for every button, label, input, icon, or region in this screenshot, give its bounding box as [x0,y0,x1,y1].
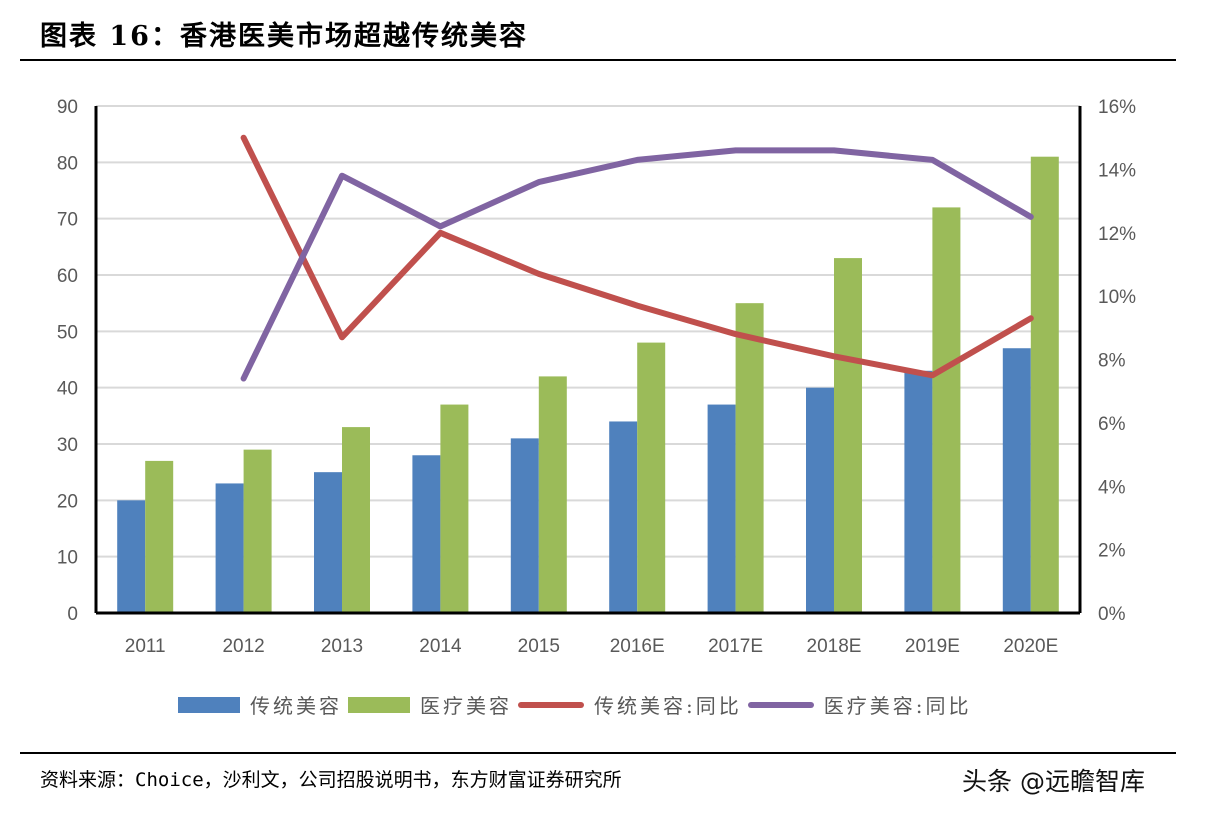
bar-traditional [215,483,244,613]
x-tick-label: 2012 [222,636,264,657]
legend-label-medical: 医疗美容 [420,694,512,718]
watermark: 头条 @远瞻智库 [962,767,1145,796]
legend-label-traditional: 传统美容 [250,694,342,718]
legend-swatch-medical-yoy [747,701,814,708]
y-left-tick-label: 10 [57,548,78,569]
x-tick-label: 2011 [125,636,166,657]
legend-item-medical-yoy: 医疗美容:同比 [747,690,972,719]
legend-label-medical-yoy: 医疗美容:同比 [823,694,972,718]
bottom-rule [20,752,1176,754]
figure-title: 图表 16：香港医美市场超越传统美容 [40,21,528,52]
y-left-tick-label: 20 [57,491,78,512]
legend-item-traditional-yoy: 传统美容:同比 [518,690,742,719]
bar-medical [637,342,666,613]
line-traditional-yoy [240,134,1034,379]
lines-group [240,134,1034,382]
y-right-tick-label: 8% [1098,351,1126,372]
x-tick-label: 2015 [518,636,560,657]
y-right-tick-labels: 0% 2% 4% 6% 8% 10% 12% 14% 16% [1098,97,1136,625]
y-left-tick-label: 80 [57,153,78,174]
bar-traditional [117,500,146,613]
y-left-tick-label: 30 [57,435,78,456]
y-right-tick-label: 6% [1098,414,1126,435]
legend: 传统美容 医疗美容 传统美容:同比 医疗美容:同比 [178,690,978,719]
y-left-tick-label: 40 [57,379,78,400]
x-tick-label: 2017E [708,636,763,657]
bar-medical [440,404,469,613]
bar-traditional [510,438,539,613]
bar-medical [342,427,370,613]
bar-medical [834,258,862,613]
bar-medical [735,303,764,613]
x-tick-label: 2019E [905,636,960,657]
legend-label-traditional-yoy: 传统美容:同比 [594,694,742,718]
y-right-tick-label: 10% [1098,287,1136,308]
x-tick-labels: 2011 2012 2013 2014 2015 2016E 2017E 2018E 2019E… [125,636,1059,657]
bar-medical [538,376,567,613]
y-right-tick-label: 0% [1098,604,1126,625]
x-tick-label: 2016E [610,636,665,657]
bar-medical [243,449,272,613]
y-left-tick-label: 50 [57,322,78,343]
y-right-tick-label: 2% [1098,541,1126,562]
x-tick-label: 2013 [321,636,363,657]
y-left-tick-labels: 0 10 20 30 40 50 60 70 80 90 [57,97,78,625]
bar-medical [932,207,961,613]
y-left-tick-label: 70 [57,210,78,231]
bars-group [117,156,1059,613]
y-left-tick-label: 90 [57,97,78,118]
axes-group [94,106,1082,615]
y-right-tick-label: 16% [1098,97,1136,118]
bar-traditional [904,370,933,613]
legend-item-traditional: 传统美容 [178,690,342,719]
bar-traditional [412,455,441,613]
legend-swatch-medical [348,696,410,713]
legend-item-medical: 医疗美容 [348,690,512,719]
bar-traditional [1002,348,1031,613]
y-right-tick-label: 4% [1098,477,1126,498]
y-left-tick-label: 60 [57,266,78,287]
bar-traditional [707,404,736,613]
top-rule [20,59,1176,61]
line-medical-yoy [240,147,1034,382]
y-left-tick-label: 0 [67,604,78,625]
bar-traditional [806,387,834,613]
legend-swatch-traditional [178,696,240,713]
bar-medical [145,460,174,613]
bar-traditional [314,472,342,613]
x-tick-label: 2014 [419,636,462,657]
source-note: 资料来源：Choice，沙利文，公司招股说明书，东方财富证券研究所 [40,769,622,791]
y-right-tick-label: 14% [1098,160,1136,181]
bar-traditional [609,421,638,613]
x-tick-label: 2018E [807,636,862,657]
legend-swatch-traditional-yoy [518,701,584,708]
bar-medical [1030,156,1059,613]
y-right-tick-label: 12% [1098,224,1136,245]
x-tick-label: 2020E [1003,636,1058,657]
